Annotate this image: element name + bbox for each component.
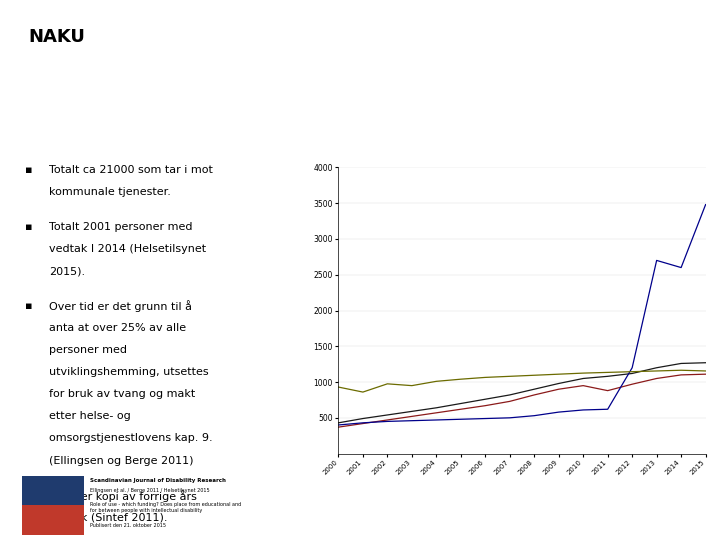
Bar bbox=[22, 476, 84, 505]
Text: utviklingshemming, utsettes: utviklingshemming, utsettes bbox=[50, 367, 209, 377]
Bar bbox=[22, 505, 84, 535]
Text: vedtak (Sintef 2011).: vedtak (Sintef 2011). bbox=[50, 512, 168, 522]
Text: ▪: ▪ bbox=[24, 165, 32, 175]
Text: Ellingsen et al. / Berge 2011 / Helsetilsynet 2015: Ellingsen et al. / Berge 2011 / Helsetil… bbox=[90, 488, 210, 493]
Text: Over tid er det grunn til å: Over tid er det grunn til å bbox=[50, 300, 192, 313]
Text: Totalt ca 21000 som tar i mot: Totalt ca 21000 som tar i mot bbox=[50, 165, 213, 175]
Text: kommunale tjenester.: kommunale tjenester. bbox=[50, 187, 171, 197]
Text: Totalt 2001 personer med: Totalt 2001 personer med bbox=[50, 222, 193, 232]
Text: NAKU: NAKU bbox=[29, 28, 86, 46]
Text: for bruk av tvang og makt: for bruk av tvang og makt bbox=[50, 389, 196, 399]
Text: vedtak I 2014 (Helsetilsynet: vedtak I 2014 (Helsetilsynet bbox=[50, 244, 207, 254]
Text: ▪: ▪ bbox=[24, 300, 32, 310]
Text: omsorgstjenestlovens kap. 9.: omsorgstjenestlovens kap. 9. bbox=[50, 434, 213, 443]
Text: 90 % er kopi av forrige års: 90 % er kopi av forrige års bbox=[50, 490, 197, 502]
Text: ▪: ▪ bbox=[24, 222, 32, 232]
Text: anta at over 25% av alle: anta at over 25% av alle bbox=[50, 323, 186, 333]
Text: (Ellingsen og Berge 2011): (Ellingsen og Berge 2011) bbox=[50, 456, 194, 465]
Text: Publisert den 21. oktober 2015: Publisert den 21. oktober 2015 bbox=[90, 523, 166, 528]
Text: Role of use - which funding? Does place from educational and
for between people : Role of use - which funding? Does place … bbox=[90, 502, 241, 513]
Text: Omfanget av registrert tvang og makt i Norge: Omfanget av registrert tvang og makt i N… bbox=[25, 117, 538, 137]
Text: 2015).: 2015). bbox=[50, 266, 86, 276]
Text: etter helse- og: etter helse- og bbox=[50, 411, 131, 421]
Text: ▪: ▪ bbox=[24, 490, 32, 500]
Text: Scandinavian Journal of Disability Research: Scandinavian Journal of Disability Resea… bbox=[90, 478, 225, 483]
Text: personer med: personer med bbox=[50, 345, 127, 355]
